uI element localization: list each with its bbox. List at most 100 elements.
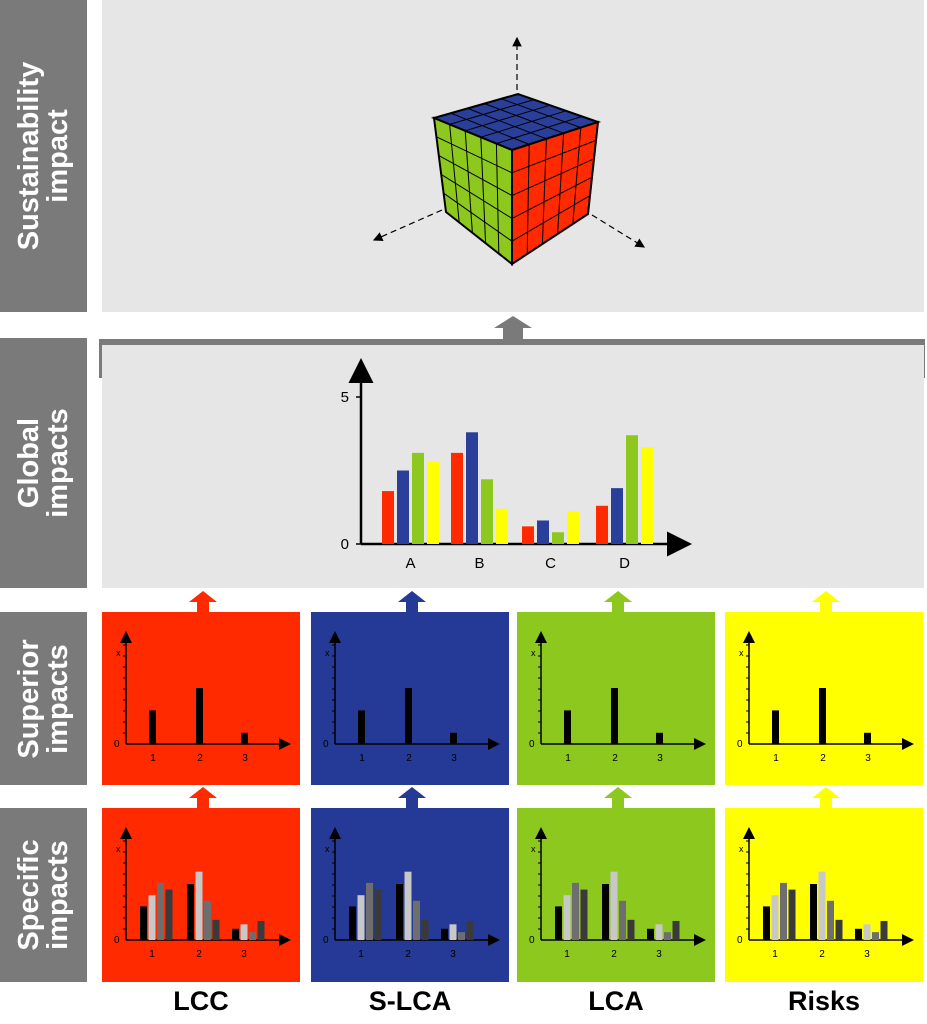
mini-bar [421, 919, 429, 940]
mini-bar [149, 710, 156, 744]
mini-x-tick-label: 3 [451, 753, 457, 764]
specific-mini-chart: x 0 1 2 3 [323, 827, 500, 960]
up-arrow-s-lca-superior [398, 591, 426, 614]
superior-box-lca: x 0 1 2 3 [517, 612, 715, 785]
mini-bar [404, 871, 412, 940]
mini-bar [810, 884, 817, 940]
mini-bar [140, 906, 147, 940]
mini-y-axis-label: x [739, 844, 744, 854]
mini-y-zero-label: 0 [529, 739, 535, 750]
mini-bar [450, 732, 457, 744]
mini-bar [366, 882, 373, 940]
global-bar [412, 452, 424, 544]
cube-grid-line [467, 107, 547, 140]
mini-x-tick-label: 1 [358, 949, 364, 960]
up-arrow-lca-specific [604, 787, 632, 810]
cube-grid-line [511, 195, 591, 242]
specific-box-lca: x 0 1 2 3 [517, 808, 715, 982]
mini-bar [819, 688, 826, 744]
global-bar [466, 432, 478, 544]
mini-bar [788, 889, 796, 940]
mini-x-tick-label: 3 [864, 949, 870, 960]
mini-y-zero-label: 0 [529, 935, 535, 946]
mini-x-tick-label: 2 [819, 949, 825, 960]
mini-x-tick-label: 3 [865, 753, 871, 764]
mini-bar [602, 884, 609, 940]
specific-mini-chart: x 0 1 2 3 [529, 827, 706, 960]
mini-bar [611, 688, 618, 744]
mini-bar [772, 710, 779, 744]
global-bar [641, 446, 653, 544]
cube-grid-line [438, 155, 513, 197]
mini-bar [466, 920, 474, 940]
specific-box-lcc: x 0 1 2 3 [102, 808, 300, 982]
mini-bar [763, 906, 770, 940]
mini-y-zero-label: 0 [323, 739, 329, 750]
global-x-tick-label: D [619, 555, 630, 572]
mini-y-axis-label: x [531, 648, 536, 658]
global-bar [596, 505, 608, 544]
mini-y-axis-label: x [325, 844, 330, 854]
cube-grid-line [449, 124, 460, 223]
up-arrow-risks-specific [812, 787, 840, 810]
axis-right [591, 214, 646, 248]
mini-bar [855, 928, 862, 940]
mini-x-tick-label: 2 [196, 949, 202, 960]
mini-bar [396, 884, 403, 940]
mini-bar [374, 889, 382, 940]
superior-box-risks: x 0 1 2 3 [725, 612, 923, 785]
mini-bar [357, 895, 365, 940]
mini-x-tick-label: 1 [359, 753, 365, 764]
global-y-tick-label: 5 [341, 389, 349, 406]
mini-y-axis-label: x [739, 648, 744, 658]
mini-bar [449, 924, 457, 940]
mini-bar [257, 920, 265, 940]
mini-bar [655, 924, 663, 940]
up-arrow-lcc-specific [189, 787, 217, 810]
mini-bar [880, 920, 888, 940]
global-bar [567, 511, 579, 544]
specific-mini-chart: x 0 1 2 3 [114, 827, 291, 960]
mini-bar [863, 924, 871, 940]
global-x-tick-label: A [405, 555, 415, 572]
global-bar [382, 491, 394, 544]
mini-x-tick-label: 1 [149, 949, 155, 960]
global-bar [611, 488, 623, 544]
cube-grid-line [436, 136, 513, 174]
superior-mini-chart: x 0 1 2 3 [323, 631, 500, 764]
specific-box-s-lca: x 0 1 2 3 [311, 808, 509, 982]
global-bar [427, 461, 439, 544]
global-y-tick-label: 0 [341, 536, 349, 553]
global-bar [496, 508, 508, 544]
mini-bar [195, 871, 203, 940]
mini-bar [413, 900, 420, 940]
mini-bar [672, 920, 680, 940]
superior-box-s-lca: x 0 1 2 3 [311, 612, 509, 785]
mini-bar [647, 928, 654, 940]
cube-grid-line [464, 130, 473, 233]
mini-x-tick-label: 2 [820, 753, 826, 764]
mini-bar [405, 688, 412, 744]
row-label-specific: Specific impacts [0, 808, 87, 982]
cube-grid-line [557, 133, 565, 235]
mini-bar [827, 900, 834, 940]
mini-bar [358, 710, 365, 744]
global-panel [102, 345, 924, 588]
mini-bar [572, 882, 579, 940]
cube-grid-line [449, 99, 535, 125]
cube-grid-line [480, 110, 567, 138]
superior-mini-chart: x 0 1 2 3 [529, 631, 706, 764]
cube-grid-line [511, 176, 593, 219]
mini-y-zero-label: 0 [114, 935, 120, 946]
mini-y-zero-label: 0 [737, 739, 743, 750]
mini-x-tick-label: 3 [242, 753, 248, 764]
mini-bar [249, 932, 256, 940]
specific-box-risks: x 0 1 2 3 [725, 808, 923, 982]
mini-x-tick-label: 1 [565, 753, 571, 764]
mini-bar [241, 732, 248, 744]
global-bar [522, 526, 534, 544]
cube-grid-line [526, 144, 530, 255]
mini-bar [196, 688, 203, 744]
mini-y-axis-label: x [325, 648, 330, 658]
up-arrow-gray [494, 316, 532, 342]
